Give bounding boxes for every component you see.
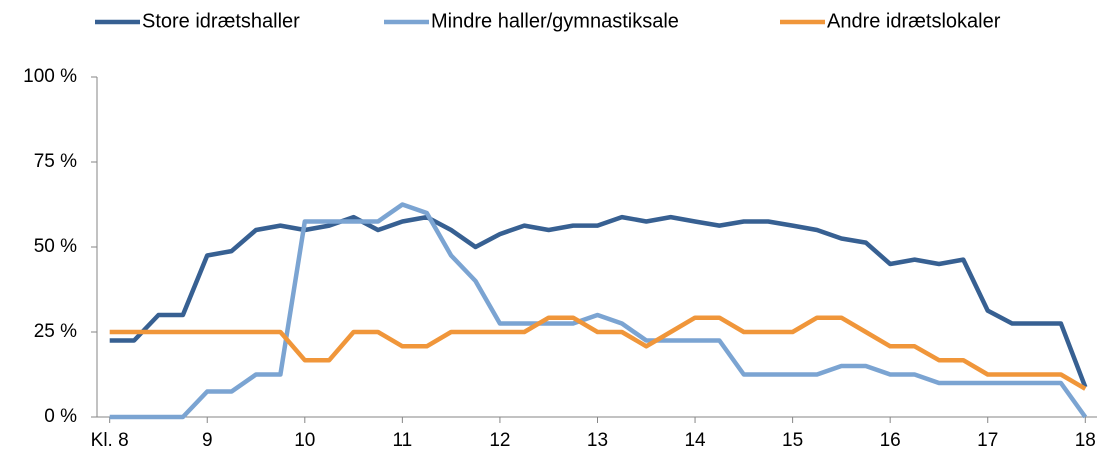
- legend-label: Store idrætshaller: [142, 10, 300, 32]
- x-tick-label: 11: [392, 430, 412, 451]
- legend-label: Mindre haller/gymnastiksale: [431, 10, 679, 32]
- x-tick-label: 12: [489, 430, 510, 451]
- x-tick-label: 16: [880, 430, 901, 451]
- y-tick-label: 0 %: [44, 406, 77, 427]
- x-tick-label: 17: [977, 430, 998, 451]
- x-tick-label: 9: [202, 430, 213, 451]
- y-tick-label: 100 %: [23, 66, 77, 87]
- legend-label: Andre idrætslokaler: [827, 10, 1001, 32]
- series-line: [109, 315, 1087, 391]
- x-tick-label: 18: [1075, 430, 1096, 451]
- y-tick-label: 25 %: [34, 321, 77, 342]
- x-tick-label: Kl. 8: [91, 430, 129, 451]
- x-tick-label: 10: [294, 430, 315, 451]
- x-tick-label: 15: [782, 430, 803, 451]
- series-line: [109, 214, 1088, 388]
- x-tick-label: 13: [587, 430, 608, 451]
- series-line: [109, 202, 1088, 420]
- y-tick-label: 75 %: [34, 151, 77, 172]
- x-tick-label: 14: [684, 430, 706, 451]
- y-tick-label: 50 %: [34, 236, 77, 257]
